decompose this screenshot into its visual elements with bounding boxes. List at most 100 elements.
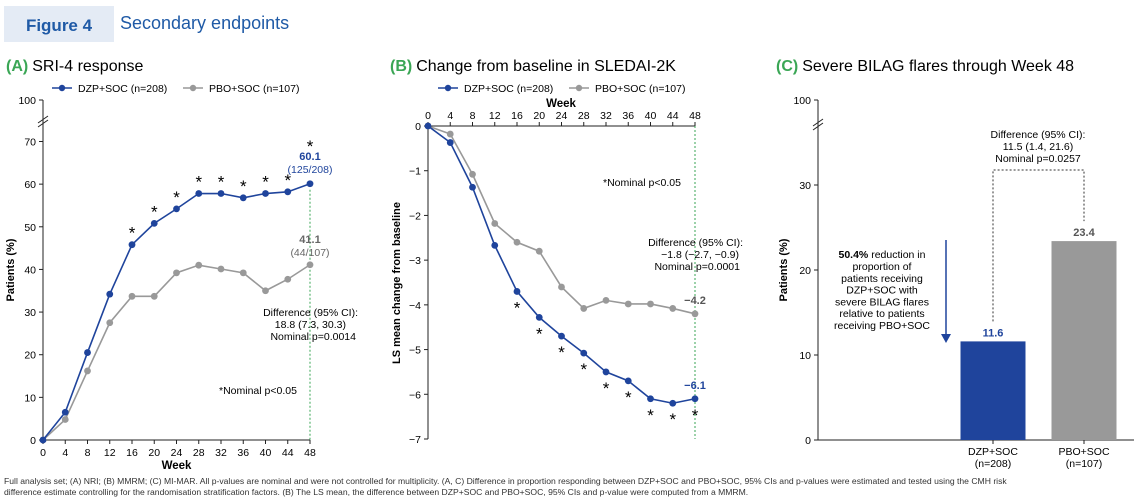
a-dzp-point xyxy=(61,408,69,416)
c-category-n-pbo: (n=107) xyxy=(1066,458,1102,470)
b-ytick-label: −4 xyxy=(409,300,421,312)
panel-c-chart: 0 10 20 30 100 Patients (%) 11.6 DZP+SOC(n=208)… xyxy=(778,95,1134,470)
b-pbo-point xyxy=(602,296,610,304)
b-dzp-point xyxy=(424,122,432,130)
panel-c-title-text: Severe BILAG flares through Week 48 xyxy=(802,58,1074,75)
legend-b: DZP+SOC (n=208) PBO+SOC (n=107) xyxy=(438,83,685,95)
b-xtick-label: 24 xyxy=(556,110,568,122)
legend-b-pbo-label: PBO+SOC (n=107) xyxy=(595,83,685,95)
b-ytick-label: −7 xyxy=(409,434,421,446)
panel-b-letter: (B) xyxy=(390,58,412,75)
a-note: *Nominal p<0.05 xyxy=(219,385,297,397)
a-xtick-label: 40 xyxy=(260,447,272,459)
a-significance-star: * xyxy=(151,202,158,221)
panel-b-title-text: Change from baseline in SLEDAI-2K xyxy=(416,58,676,75)
c-bar-value-dzp: 11.6 xyxy=(983,327,1004,339)
a-pbo-point xyxy=(262,287,269,295)
a-dzp-point xyxy=(306,180,314,188)
c-ytick-label: 30 xyxy=(799,180,811,192)
footnote-line-2: difference estimate controlling for the … xyxy=(4,487,748,497)
b-pbo-point xyxy=(491,220,499,227)
c-reduction-line: severe BILAG flares xyxy=(835,296,929,308)
c-reduction-line: proportion of xyxy=(853,261,912,273)
legend-b-dzp-marker xyxy=(444,84,452,92)
a-pbo-point xyxy=(217,265,225,273)
a-significance-star: * xyxy=(195,173,202,192)
a-dzp-point xyxy=(284,188,292,196)
c-ytick-label: 0 xyxy=(805,435,811,447)
c-ytick-label-top: 100 xyxy=(793,95,811,107)
a-dzp-point xyxy=(239,194,247,202)
b-xtick-label: 40 xyxy=(645,110,657,122)
panel-a-title-text: SRI-4 response xyxy=(32,58,143,75)
b-dzp-point xyxy=(602,368,610,376)
a-x-axis-title: Week xyxy=(162,460,192,472)
c-difference-bracket xyxy=(992,169,1085,322)
a-pbo-point xyxy=(61,416,69,423)
b-pbo-point xyxy=(669,305,677,312)
b-xtick-label: 8 xyxy=(470,110,476,122)
b-pbo-point xyxy=(513,238,521,246)
c-difference-line2: 11.5 (1.4, 21.6) xyxy=(1003,141,1073,153)
b-significance-star: * xyxy=(558,343,565,362)
a-dzp-point xyxy=(128,241,136,249)
panel-b-title: (B) Change from baseline in SLEDAI-2K xyxy=(390,58,676,75)
a-dzp-point xyxy=(150,219,158,227)
a-difference-line3: Nominal p=0.0014 xyxy=(270,331,356,343)
c-axis-break-a xyxy=(812,118,824,127)
a-xtick-label: 28 xyxy=(193,447,205,459)
b-xtick-label: 20 xyxy=(533,110,545,122)
c-difference-line1: Difference (95% CI): xyxy=(991,129,1086,141)
c-reduction-line: patients receiving xyxy=(841,273,923,285)
c-y-axis-title: Patients (%) xyxy=(778,238,790,301)
b-end-label-pbo: −4.2 xyxy=(684,295,706,307)
b-end-label-dzp: −6.1 xyxy=(684,380,706,392)
panel-b-chart: 0−1−2−3−4−5−6−70 4 8 12 16 20 24 28 32 36 40 44 48We… xyxy=(391,98,743,446)
b-significance-star: * xyxy=(669,410,676,429)
c-reduction-bold: 50.4% xyxy=(839,249,869,261)
b-xtick-label: 16 xyxy=(511,110,523,122)
b-ytick-label: 0 xyxy=(415,121,421,133)
a-dzp-point xyxy=(173,205,180,213)
b-dzp-point xyxy=(513,288,521,295)
b-pbo-point xyxy=(535,247,543,255)
c-ytick-label: 20 xyxy=(799,265,811,277)
b-difference-line2: −1.8 (−2.7, −0.9) xyxy=(661,249,739,261)
a-axis-break-a xyxy=(37,115,49,124)
a-pbo-point xyxy=(106,319,114,327)
a-dzp-point xyxy=(217,190,225,197)
legend-a-pbo-label: PBO+SOC (n=107) xyxy=(209,83,299,95)
a-ytick-label: 70 xyxy=(24,137,36,149)
legend-b-dzp-label: DZP+SOC (n=208) xyxy=(464,83,553,95)
a-dzp-point xyxy=(195,190,203,197)
a-difference-line2: 18.8 (7.3, 30.3) xyxy=(275,319,346,331)
b-ytick-label: −5 xyxy=(409,345,421,357)
b-xtick-label: 48 xyxy=(689,110,701,122)
c-reduction-line: relative to patients xyxy=(839,308,924,320)
c-bar-value-pbo: 23.4 xyxy=(1073,227,1095,239)
legend-a-dzp-marker xyxy=(58,84,66,92)
b-significance-star: * xyxy=(692,406,699,425)
a-ytick-label: 30 xyxy=(24,307,36,319)
b-dzp-point xyxy=(469,183,476,191)
figure-title: Secondary endpoints xyxy=(120,13,289,33)
b-significance-star: * xyxy=(625,388,632,407)
b-dzp-point xyxy=(580,349,588,357)
legend-b-pbo-marker xyxy=(575,84,583,92)
panel-c-letter: (C) xyxy=(776,58,798,75)
b-note: *Nominal p<0.05 xyxy=(603,177,681,189)
b-significance-star: * xyxy=(514,298,521,317)
a-significance-star: * xyxy=(129,224,136,243)
c-reduction-line: receiving PBO+SOC xyxy=(834,320,930,332)
a-significance-star: * xyxy=(173,188,180,207)
b-dzp-point xyxy=(446,139,454,146)
b-pbo-point xyxy=(647,300,654,308)
b-difference-line1: Difference (95% CI): xyxy=(648,237,743,249)
b-dzp-point xyxy=(558,332,565,340)
c-reduction-line: DZP+SOC with xyxy=(846,285,918,297)
b-pbo-point xyxy=(624,300,632,308)
panel-c-title: (C) Severe BILAG flares through Week 48 xyxy=(776,58,1074,75)
a-xtick-label: 0 xyxy=(40,447,46,459)
a-pbo-point xyxy=(306,261,314,269)
footnote-line-1: Full analysis set; (A) NRI; (B) MMRM; (C… xyxy=(4,476,1007,486)
